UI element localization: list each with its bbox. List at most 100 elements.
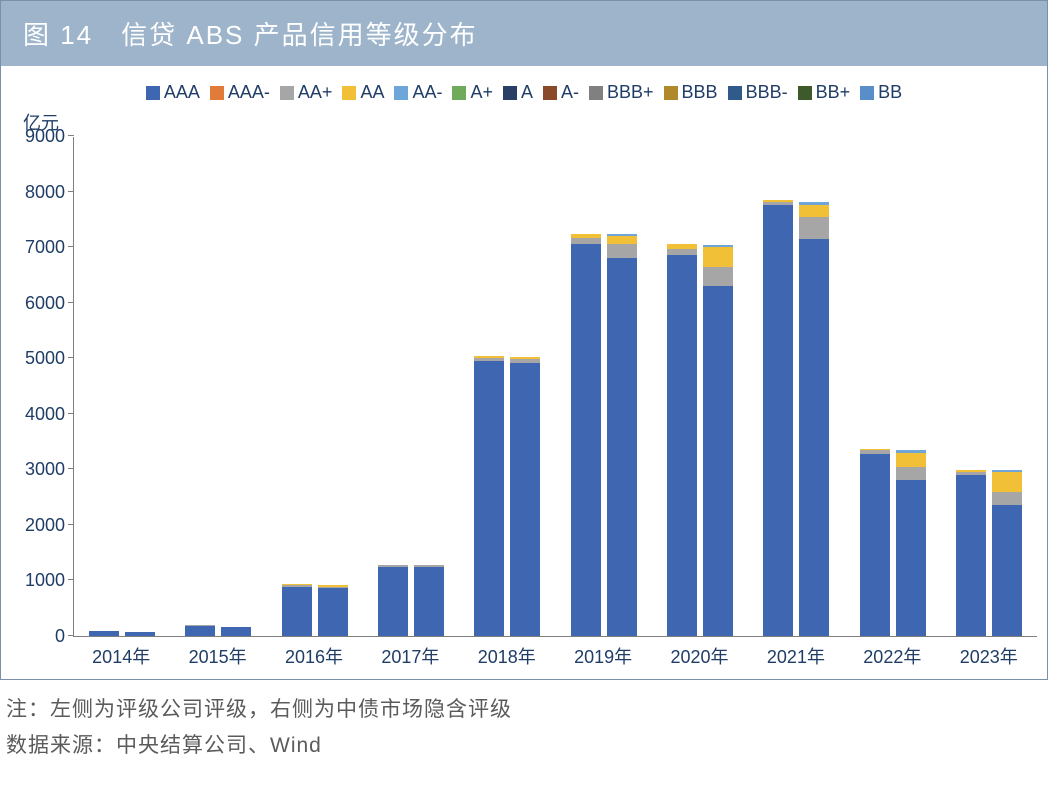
- footnotes: 注：左侧为评级公司评级，右侧为中债市场隐含评级 数据来源：中央结算公司、Wind: [0, 680, 1048, 767]
- bar-left: [378, 565, 408, 636]
- legend-item: AAA: [146, 82, 200, 103]
- legend-label: AAA: [164, 82, 200, 103]
- bar-left: [860, 449, 890, 636]
- y-tick-label: 7000: [25, 237, 65, 258]
- legend-swatch: [503, 86, 517, 100]
- legend-label: A: [521, 82, 533, 103]
- legend-label: BBB-: [746, 82, 788, 103]
- y-tick-mark: [68, 635, 74, 636]
- bar-segment: [510, 363, 540, 636]
- bar-segment: [799, 217, 829, 239]
- bar-right: [221, 627, 251, 636]
- y-tick-label: 0: [55, 626, 65, 647]
- bar-segment: [282, 587, 312, 636]
- x-tick-label: 2019年: [555, 643, 651, 669]
- legend-item: AAA-: [210, 82, 270, 103]
- legend-swatch: [664, 86, 678, 100]
- bar-left: [571, 234, 601, 636]
- y-tick-mark: [68, 524, 74, 525]
- legend-item: A: [503, 82, 533, 103]
- bar-segment: [703, 267, 733, 286]
- footnote-line: 数据来源：中央结算公司、Wind: [6, 728, 1042, 764]
- y-tick-mark: [68, 413, 74, 414]
- legend-label: BB+: [816, 82, 851, 103]
- bar-left: [667, 244, 697, 636]
- legend-item: AA: [342, 82, 384, 103]
- bar-group: [170, 625, 266, 636]
- y-tick-mark: [68, 191, 74, 192]
- bar-segment: [607, 258, 637, 636]
- bar-segment: [956, 475, 986, 636]
- bar-right: [510, 357, 540, 636]
- bars-layer: [74, 137, 1037, 636]
- bar-segment: [378, 567, 408, 636]
- bar-segment: [667, 249, 697, 256]
- y-tick-label: 6000: [25, 293, 65, 314]
- bar-left: [474, 356, 504, 636]
- x-tick-label: 2022年: [844, 643, 940, 669]
- bar-group: [74, 631, 170, 636]
- legend-swatch: [342, 86, 356, 100]
- bar-segment: [318, 588, 348, 636]
- y-axis-unit: 亿元: [23, 109, 1037, 135]
- bar-segment: [992, 472, 1022, 491]
- y-tick-label: 1000: [25, 570, 65, 591]
- bar-segment: [474, 361, 504, 636]
- bar-segment: [896, 480, 926, 636]
- legend-item: AA+: [280, 82, 333, 103]
- legend-item: A-: [543, 82, 579, 103]
- legend-swatch: [146, 86, 160, 100]
- x-tick-label: 2020年: [651, 643, 747, 669]
- bar-segment: [703, 247, 733, 266]
- bar-group: [267, 584, 363, 636]
- bar-left: [956, 470, 986, 636]
- bar-right: [992, 470, 1022, 636]
- bar-segment: [221, 627, 251, 636]
- legend-label: AA: [360, 82, 384, 103]
- bar-segment: [896, 453, 926, 467]
- y-tick-label: 8000: [25, 182, 65, 203]
- bar-group: [941, 470, 1037, 636]
- legend: AAAAAA-AA+AAAA-A+AA-BBB+BBBBBB-BB+BB: [11, 82, 1037, 103]
- bar-left: [282, 584, 312, 636]
- bar-segment: [414, 567, 444, 636]
- bar-group: [652, 244, 748, 636]
- bar-group: [459, 356, 555, 636]
- bar-segment: [607, 244, 637, 258]
- bar-left: [185, 625, 215, 636]
- y-tick-label: 4000: [25, 404, 65, 425]
- bar-segment: [896, 467, 926, 481]
- bar-segment: [89, 631, 119, 636]
- x-tick-label: 2014年: [73, 643, 169, 669]
- bar-segment: [571, 244, 601, 636]
- y-tick-mark: [68, 302, 74, 303]
- bar-right: [125, 632, 155, 636]
- x-tick-label: 2017年: [362, 643, 458, 669]
- legend-label: AAA-: [228, 82, 270, 103]
- legend-label: BBB+: [607, 82, 654, 103]
- legend-swatch: [589, 86, 603, 100]
- bar-segment: [763, 205, 793, 636]
- y-tick-label: 3000: [25, 459, 65, 480]
- x-tick-label: 2018年: [459, 643, 555, 669]
- x-tick-label: 2015年: [169, 643, 265, 669]
- bar-left: [89, 631, 119, 636]
- bar-segment: [667, 255, 697, 636]
- x-axis: 2014年2015年2016年2017年2018年2019年2020年2021年…: [73, 637, 1037, 669]
- bar-segment: [125, 632, 155, 636]
- y-tick-label: 5000: [25, 348, 65, 369]
- bar-segment: [860, 454, 890, 636]
- legend-label: BBB: [682, 82, 718, 103]
- legend-swatch: [280, 86, 294, 100]
- y-tick-label: 9000: [25, 126, 65, 147]
- bar-segment: [607, 236, 637, 244]
- legend-item: BB: [860, 82, 902, 103]
- y-tick-label: 2000: [25, 515, 65, 536]
- bar-group: [556, 234, 652, 636]
- plot: [73, 137, 1037, 637]
- bar-segment: [703, 286, 733, 636]
- legend-swatch: [543, 86, 557, 100]
- legend-label: A+: [470, 82, 493, 103]
- bar-segment: [799, 239, 829, 636]
- y-tick-mark: [68, 135, 74, 136]
